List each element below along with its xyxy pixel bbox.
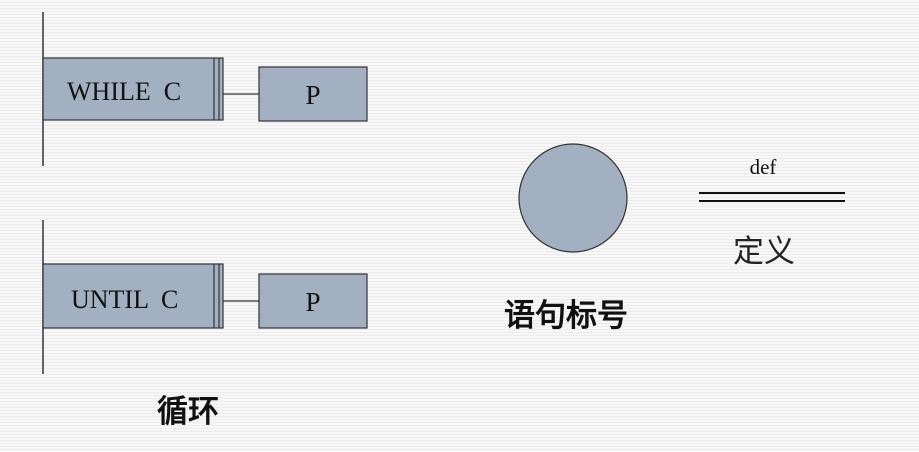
statement-label-caption: 语句标号 (504, 298, 628, 334)
while-body-box (258, 66, 368, 122)
statement-label-circle (518, 143, 628, 253)
while-condition-label: WHILE C (67, 77, 181, 106)
definition-caption: 定义 (733, 234, 795, 270)
until-condition-label: UNTIL C (71, 285, 178, 314)
while-condition-box (42, 57, 224, 121)
definition-label: def (750, 155, 777, 179)
while-body-label: P (305, 80, 320, 110)
statement-label-symbol (518, 143, 628, 253)
definition-symbol: def (699, 155, 845, 202)
until-body-label: P (305, 287, 320, 317)
until-loop-symbol: UNTIL C P (42, 220, 368, 374)
while-loop-symbol: WHILE C P (42, 12, 368, 166)
until-condition-box (42, 263, 224, 329)
loop-caption: 循环 (157, 394, 219, 430)
until-body-box (258, 273, 368, 329)
